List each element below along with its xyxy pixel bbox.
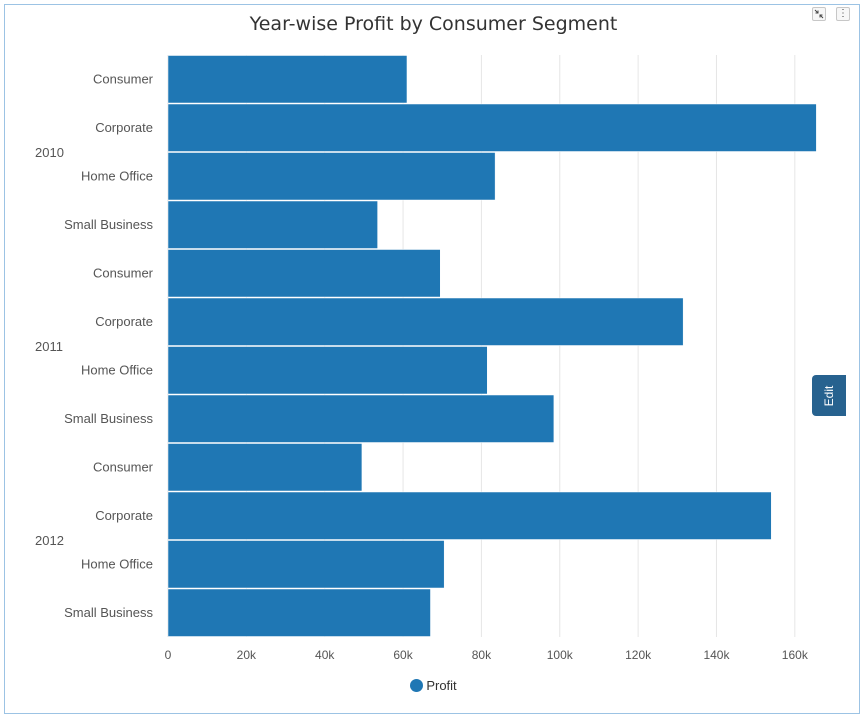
category-label: Small Business [64,605,153,620]
x-tick-label: 140k [703,648,730,662]
bar[interactable] [167,394,555,443]
x-tick-label: 120k [625,648,652,662]
x-tick-label: 100k [547,648,574,662]
category-label: Home Office [81,168,153,183]
x-tick-label: 40k [315,648,335,662]
year-group-label: 2011 [35,339,63,354]
x-tick-label: 80k [472,648,492,662]
bar[interactable] [167,152,496,201]
bar[interactable] [167,491,772,540]
legend-label[interactable]: Profit [426,678,457,693]
year-group-label: 2012 [35,533,64,548]
category-label: Corporate [95,508,153,523]
legend-swatch-icon[interactable] [410,679,424,692]
bar[interactable] [167,103,817,152]
edit-button[interactable]: Edit [812,375,846,416]
category-label: Consumer [93,459,154,474]
bar[interactable] [167,200,378,249]
year-group-label: 2010 [35,145,64,160]
legend: Profit [0,678,867,693]
x-tick-label: 0 [165,648,172,662]
bar[interactable] [167,588,431,637]
bar[interactable] [167,346,488,395]
category-label: Consumer [93,71,154,86]
bar[interactable] [167,443,363,492]
bar[interactable] [167,249,441,298]
collapse-arrows-icon[interactable] [812,7,826,21]
category-label: Consumer [93,265,154,280]
x-tick-label: 160k [782,648,809,662]
x-tick-label: 60k [393,648,413,662]
category-label: Home Office [81,556,153,571]
category-label: Small Business [64,411,153,426]
category-label: Corporate [95,120,153,135]
category-label: Small Business [64,217,153,232]
vertical-ellipsis-icon[interactable]: ⋮ [836,7,850,21]
category-label: Corporate [95,314,153,329]
chart-title: Year-wise Profit by Consumer Segment [249,13,618,35]
bar[interactable] [167,297,684,346]
bar[interactable] [167,55,408,104]
x-tick-label: 20k [237,648,257,662]
category-label: Home Office [81,362,153,377]
bar[interactable] [167,540,445,589]
